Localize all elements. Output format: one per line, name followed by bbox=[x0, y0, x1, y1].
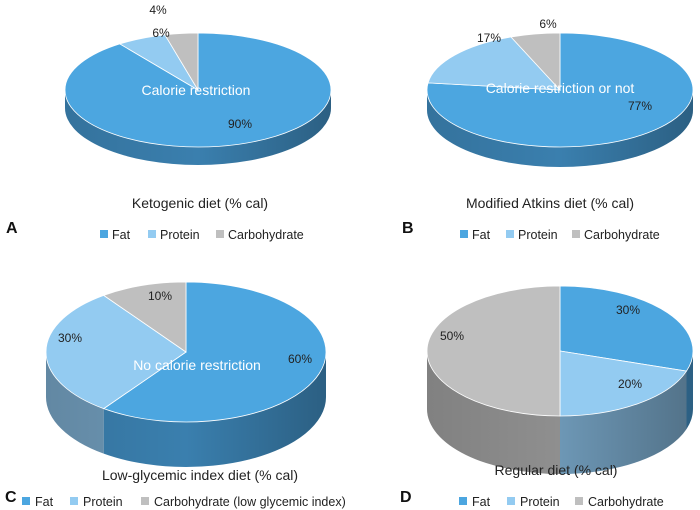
panel-d-legend: Fat Protein Carbohydrate bbox=[459, 495, 664, 509]
pie-a-label-protein: 6% bbox=[152, 26, 170, 40]
pie-top-face bbox=[64, 32, 332, 148]
pie-b-label-fat: 77% bbox=[628, 99, 652, 113]
pie-a-label-carbohydrate: 4% bbox=[149, 3, 167, 17]
pie-d bbox=[426, 285, 694, 474]
panel-b-legend: Fat Protein Carbohydrate bbox=[460, 228, 660, 242]
pie-d-label-carbohydrate: 50% bbox=[440, 329, 464, 343]
pie-b-label-carbohydrate: 6% bbox=[539, 17, 557, 31]
pie-slice-carbohydrate bbox=[510, 32, 561, 92]
legend-c-carbohydrate: Carbohydrate (low glycemic index) bbox=[154, 495, 346, 509]
pie-b-label-protein: 17% bbox=[477, 31, 501, 45]
legend-b-carbohydrate-swatch bbox=[572, 230, 580, 238]
legend-a-carbohydrate: Carbohydrate bbox=[228, 228, 304, 242]
pie-side-shade bbox=[427, 351, 693, 474]
legend-d-fat-swatch bbox=[459, 497, 467, 505]
legend-d-carbohydrate-swatch bbox=[575, 497, 583, 505]
pie-c-label-carbohydrate: 10% bbox=[148, 289, 172, 303]
panel-a-legend: Fat Protein Carbohydrate bbox=[100, 228, 304, 242]
panel-d: 30% 20% 50% Regular diet (% cal) D Fat P… bbox=[400, 285, 694, 509]
pie-a-label-fat: 90% bbox=[228, 117, 252, 131]
legend-b-protein: Protein bbox=[518, 228, 558, 242]
pie-top-face bbox=[426, 32, 694, 148]
legend-b-fat-swatch bbox=[460, 230, 468, 238]
panel-b: 77% 17% 6% Calorie restriction or not Mo… bbox=[402, 17, 694, 242]
pie-slice-carbohydrate bbox=[426, 285, 561, 417]
pie-d-label-protein: 20% bbox=[618, 377, 642, 391]
pie-slice-fat bbox=[559, 285, 694, 372]
pie-side-shade bbox=[427, 90, 693, 167]
legend-a-protein-swatch bbox=[148, 230, 156, 238]
pie-c-label-fat: 60% bbox=[288, 352, 312, 366]
legend-d-carbohydrate: Carbohydrate bbox=[588, 495, 664, 509]
legend-d-fat: Fat bbox=[472, 495, 491, 509]
pie-a bbox=[64, 32, 332, 165]
legend-b-fat: Fat bbox=[472, 228, 491, 242]
panel-a-title: Ketogenic diet (% cal) bbox=[132, 195, 268, 211]
pie-side-wall bbox=[65, 90, 331, 165]
pie-top-face bbox=[45, 281, 327, 423]
pie-slice-fat bbox=[102, 281, 327, 423]
legend-b-carbohydrate: Carbohydrate bbox=[584, 228, 660, 242]
legend-c-fat-swatch bbox=[22, 497, 30, 505]
pie-a-annotation: Calorie restriction bbox=[142, 82, 251, 98]
pie-c-annotation: No calorie restriction bbox=[133, 357, 261, 373]
panel-d-title: Regular diet (% cal) bbox=[495, 462, 618, 478]
panel-d-letter: D bbox=[400, 489, 412, 506]
legend-b-protein-swatch bbox=[506, 230, 514, 238]
legend-c-carbohydrate-swatch bbox=[141, 497, 149, 505]
legend-a-carbohydrate-swatch bbox=[216, 230, 224, 238]
legend-c-protein: Protein bbox=[83, 495, 123, 509]
panel-c-title: Low-glycemic index diet (% cal) bbox=[102, 467, 298, 483]
panel-c: 60% 30% 10% No calorie restriction Low-g… bbox=[5, 281, 346, 509]
panel-a: 90% 6% 4% Calorie restriction Ketogenic … bbox=[6, 3, 332, 242]
pie-side-shade bbox=[46, 352, 326, 467]
legend-a-fat-swatch bbox=[100, 230, 108, 238]
pie-slice-carbohydrate bbox=[102, 281, 187, 353]
pie-b-annotation: Calorie restriction or not bbox=[486, 80, 635, 96]
legend-c-fat: Fat bbox=[35, 495, 54, 509]
panel-c-letter: C bbox=[5, 489, 17, 506]
legend-a-protein: Protein bbox=[160, 228, 200, 242]
legend-a-fat: Fat bbox=[112, 228, 131, 242]
pie-slice-protein bbox=[559, 350, 688, 417]
pie-side-shade bbox=[65, 90, 331, 165]
legend-d-protein: Protein bbox=[520, 495, 560, 509]
pie-slice-protein bbox=[45, 294, 187, 410]
pie-d-label-fat: 30% bbox=[616, 303, 640, 317]
pie-c-label-protein: 30% bbox=[58, 331, 82, 345]
pie-top-face bbox=[426, 285, 694, 417]
pie-slice-carbohydrate bbox=[164, 32, 199, 92]
legend-c-protein-swatch bbox=[70, 497, 78, 505]
panel-b-letter: B bbox=[402, 220, 414, 237]
pie-slice-protein bbox=[427, 36, 561, 91]
panel-b-title: Modified Atkins diet (% cal) bbox=[466, 195, 634, 211]
pie-c bbox=[45, 281, 327, 468]
panel-c-legend: Fat Protein Carbohydrate (low glycemic i… bbox=[22, 495, 346, 509]
pie-side-wall bbox=[46, 352, 326, 468]
panel-a-letter: A bbox=[6, 220, 18, 237]
pie-b bbox=[426, 32, 694, 167]
legend-d-protein-swatch bbox=[507, 497, 515, 505]
pie-side-wall bbox=[427, 90, 693, 167]
